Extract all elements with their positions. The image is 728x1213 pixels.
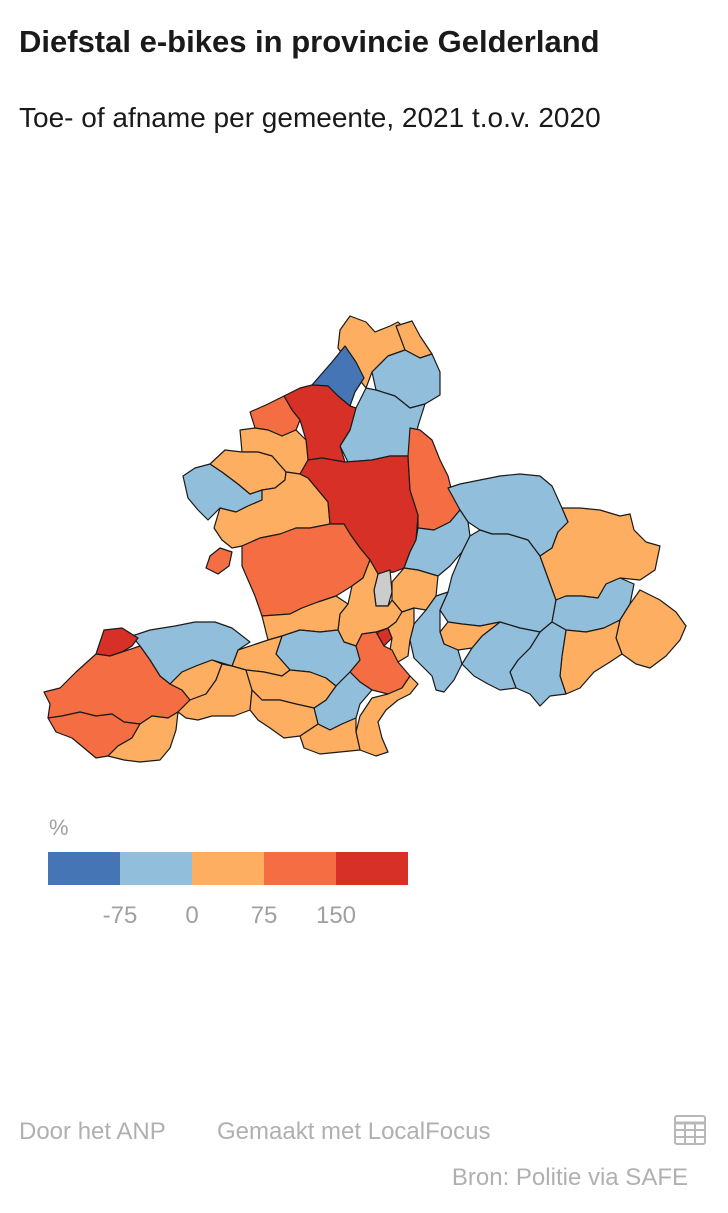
color-legend [48, 852, 408, 885]
legend-tick: 75 [250, 902, 278, 929]
credit-link[interactable]: Door het ANP [19, 1118, 166, 1145]
chart-title: Diefstal e-bikes in provincie Gelderland [19, 24, 600, 59]
legend-swatch [48, 852, 120, 885]
municipality-region[interactable] [409, 591, 463, 693]
municipality-region[interactable] [391, 567, 439, 613]
municipality-region[interactable] [403, 509, 471, 577]
source-note: Bron: Politie via SAFE [451, 1164, 688, 1191]
municipality-region[interactable] [283, 384, 357, 463]
legend-tick: 0 [185, 902, 199, 929]
legend-swatch [120, 852, 192, 885]
municipality-region[interactable] [559, 619, 623, 695]
municipality-region[interactable] [355, 675, 419, 757]
municipality-region[interactable] [205, 547, 233, 575]
legend-tick: -75 [102, 902, 138, 929]
legend-swatch [192, 852, 264, 885]
municipality-region[interactable] [299, 717, 361, 755]
municipality-region[interactable] [249, 689, 319, 739]
gelderland-map [43, 315, 687, 763]
legend-swatch [336, 852, 408, 885]
table-icon[interactable] [674, 1115, 706, 1145]
municipality-region[interactable] [299, 455, 419, 575]
municipality-region[interactable] [461, 621, 541, 691]
chart-subtitle: Toe- of afname per gemeente, 2021 t.o.v.… [19, 102, 601, 133]
legend-unit: % [49, 815, 69, 840]
legend-tick: 150 [315, 902, 357, 929]
municipality-region[interactable] [387, 607, 415, 663]
legend-swatch [264, 852, 336, 885]
made-with-link[interactable]: Gemaakt met LocalFocus [217, 1118, 491, 1145]
